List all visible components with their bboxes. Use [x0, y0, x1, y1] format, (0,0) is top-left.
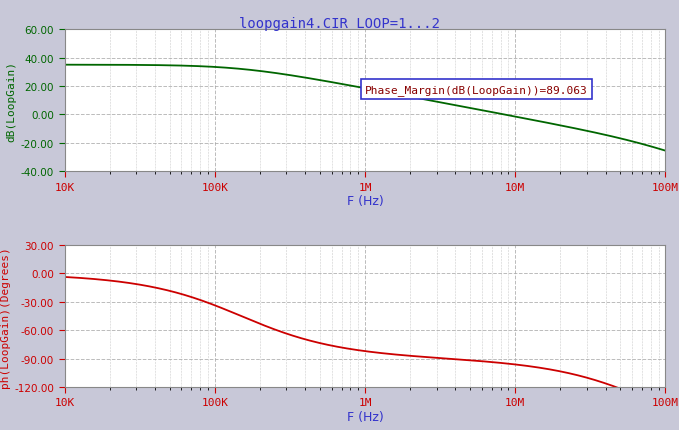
Text: Phase_Margin(dB(LoopGain))=89.063: Phase_Margin(dB(LoopGain))=89.063: [365, 84, 588, 95]
Text: loopgain4.CIR LOOP=1...2: loopgain4.CIR LOOP=1...2: [239, 17, 440, 31]
X-axis label: F (Hz): F (Hz): [346, 410, 384, 423]
X-axis label: F (Hz): F (Hz): [346, 195, 384, 208]
Y-axis label: dB(LoopGain): dB(LoopGain): [7, 61, 17, 141]
Y-axis label: ph(LoopGain)(Degrees): ph(LoopGain)(Degrees): [0, 246, 10, 387]
